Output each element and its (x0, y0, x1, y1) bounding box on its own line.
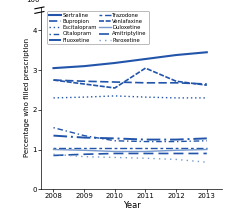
Text: 100: 100 (26, 0, 39, 3)
X-axis label: Year: Year (123, 201, 141, 210)
Y-axis label: Percentage who filled prescription: Percentage who filled prescription (24, 38, 30, 158)
Legend: Sertraline, Bupropion, Escitalopram, Citalopram, Fluoxetine, Trazodone, Venlafax: Sertraline, Bupropion, Escitalopram, Cit… (47, 11, 149, 44)
